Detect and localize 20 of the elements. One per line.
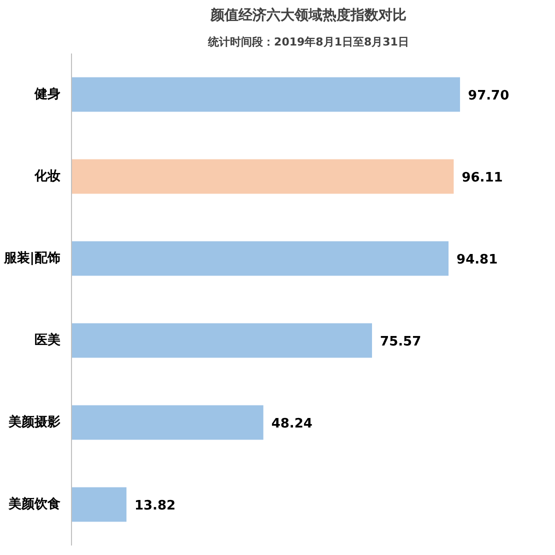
bar xyxy=(72,241,449,276)
bar xyxy=(72,323,372,358)
bar xyxy=(72,77,460,112)
bar xyxy=(72,159,454,194)
data-label: 96.11 xyxy=(462,170,503,186)
y-tick-label: 医美 xyxy=(34,332,60,348)
data-label: 94.81 xyxy=(456,252,498,268)
y-tick-label: 美颜摄影 xyxy=(8,414,60,430)
data-label: 48.24 xyxy=(271,416,312,432)
data-label: 75.57 xyxy=(380,334,422,350)
data-label: 13.82 xyxy=(134,498,176,514)
chart-subtitle: 统计时间段：2019年8月1日至8月31日 xyxy=(207,36,409,48)
y-tick-label: 服装|配饰 xyxy=(2,251,60,266)
data-label: 97.70 xyxy=(468,88,510,104)
chart-title: 颜值经济六大领域热度指数对比 xyxy=(210,6,406,24)
bar xyxy=(72,487,126,522)
y-tick-label: 化妆 xyxy=(34,169,60,184)
y-tick-label: 健身 xyxy=(34,87,60,102)
y-tick-label: 美颜饮食 xyxy=(8,496,60,512)
bar xyxy=(72,405,264,440)
